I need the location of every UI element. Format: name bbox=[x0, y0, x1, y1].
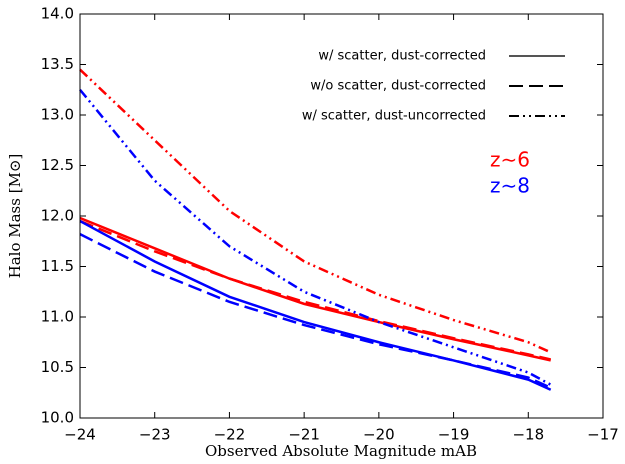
y-tick-label: 10.0 bbox=[41, 409, 74, 427]
x-tick-label: −23 bbox=[139, 426, 171, 444]
legend-label: w/ scatter, dust-corrected bbox=[318, 49, 486, 64]
legend-label: w/o scatter, dust-corrected bbox=[310, 79, 486, 94]
y-axis-label: Halo Mass [M⊙] bbox=[6, 154, 24, 279]
series-line bbox=[79, 219, 551, 361]
x-tick-label: −17 bbox=[587, 426, 619, 444]
series-line bbox=[79, 233, 552, 389]
series-line bbox=[79, 216, 551, 362]
annotation: z∼8 bbox=[490, 174, 530, 198]
series-line bbox=[79, 88, 552, 386]
x-tick-label: −22 bbox=[214, 426, 246, 444]
y-tick-label: 12.0 bbox=[41, 207, 74, 225]
x-axis-label: Observed Absolute Magnitude mAB bbox=[205, 442, 477, 460]
legend-label: w/ scatter, dust-uncorrected bbox=[302, 109, 486, 124]
series-line bbox=[79, 219, 552, 391]
x-tick-label: −24 bbox=[64, 426, 96, 444]
y-tick-label: 13.0 bbox=[41, 106, 74, 124]
x-tick-label: −19 bbox=[438, 426, 470, 444]
y-tick-label: 10.5 bbox=[41, 358, 74, 376]
y-tick-label: 11.0 bbox=[41, 308, 74, 326]
y-tick-label: 14.0 bbox=[41, 5, 74, 23]
series-line bbox=[79, 68, 552, 354]
y-tick-label: 13.5 bbox=[41, 55, 74, 73]
y-tick-label: 12.5 bbox=[41, 156, 74, 174]
y-tick-label: 11.5 bbox=[41, 257, 74, 275]
annotation: z∼6 bbox=[490, 148, 530, 172]
x-tick-label: −20 bbox=[363, 426, 395, 444]
x-tick-label: −18 bbox=[512, 426, 544, 444]
x-tick-label: −21 bbox=[288, 426, 320, 444]
plot-frame bbox=[79, 13, 604, 419]
